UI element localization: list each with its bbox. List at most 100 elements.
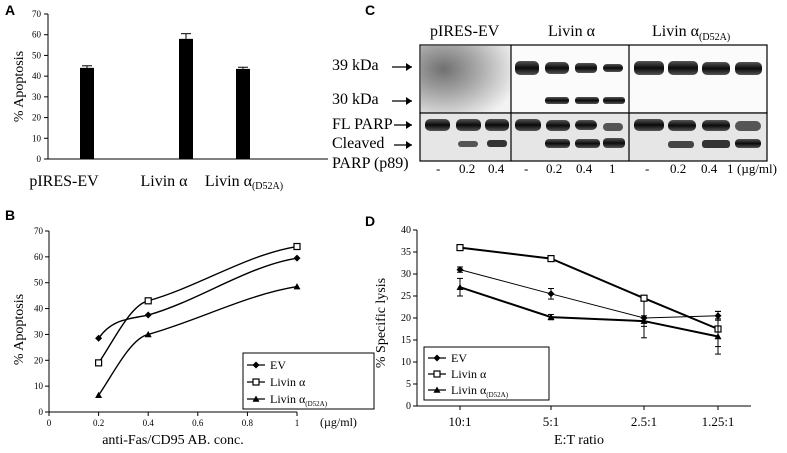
band-39 [702, 62, 730, 75]
y-tick-label: 25 [401, 291, 411, 302]
band-fl-parp [515, 119, 541, 131]
data-point [293, 242, 301, 251]
y-axis-label: % Specific lysis [374, 278, 389, 368]
panel-letter-c: C [365, 2, 376, 18]
y-tick-label: 20 [401, 313, 411, 324]
band-fl-parp [485, 119, 509, 131]
bar [179, 38, 193, 159]
y-tick-label: 5 [406, 379, 411, 390]
legend-marker [433, 370, 441, 378]
lane-label: 1 [609, 161, 616, 176]
series-line [98, 257, 298, 339]
legend-marker [433, 386, 441, 393]
marker-39-label: 39 kDa [332, 57, 379, 74]
series-line [98, 285, 298, 396]
y-tick-label: 0 [406, 401, 411, 412]
western-blot: pIRES-EV Livin α Livin α(D52A) 39 kDa 30… [0, 0, 787, 210]
data-point [547, 290, 555, 298]
lane-label: - [645, 161, 650, 176]
data-point [547, 254, 555, 263]
bar [80, 67, 94, 159]
band-39 [735, 62, 762, 75]
category-label: Livin α(D52A) [205, 173, 283, 192]
panel-letter-b: B [5, 207, 16, 223]
y-tick-label: 30 [32, 92, 42, 102]
x-unit-label: (µg/ml) [320, 415, 357, 429]
band-fl-parp [668, 120, 696, 131]
x-tick-label: 0 [47, 418, 52, 428]
series-line [98, 245, 298, 364]
cleaved-parp-label: PARP (p89) [332, 155, 409, 172]
band-39 [545, 62, 569, 74]
band-39 [575, 63, 597, 73]
legend-marker [252, 395, 260, 402]
band-p89 [668, 141, 694, 148]
band-fl-parp [702, 120, 730, 131]
data-point [456, 244, 464, 252]
data-point [293, 283, 301, 290]
band-30 [575, 97, 599, 104]
data-point [144, 330, 152, 338]
x-tick-label: 1 [295, 418, 300, 428]
arrow-fl-parp [406, 121, 412, 129]
band-fl-parp [456, 119, 481, 131]
panel-letter-a: A [5, 2, 16, 18]
x-tick-label: 5:1 [543, 414, 560, 429]
x-tick-label: 2.5:1 [631, 414, 657, 429]
lane-label: 0.4 [488, 161, 505, 176]
band-fl-parp [425, 119, 450, 131]
data-point [144, 311, 152, 319]
data-point [640, 317, 648, 324]
chart-a: 0 10 20 30 40 50 60 70 % Apoptosis pIRES-EV Livin … [12, 9, 328, 192]
blot-group-label: pIRES-EV [430, 23, 500, 40]
y-tick-label: 10 [32, 133, 42, 143]
y-tick-label: 40 [34, 304, 44, 314]
y-tick-label: 60 [34, 252, 44, 262]
band-39 [634, 61, 664, 75]
chart-d: 0 5 10 15 20 25 30 35 40 10:1 5:1 2.5:1 1.25:1 E:T ra… [374, 225, 751, 448]
legend-label: Livin α(D52A) [451, 383, 509, 399]
x-axis-label: anti-Fas/CD95 AB. conc. [102, 433, 244, 448]
band-p89 [545, 139, 570, 148]
legend-box [242, 352, 375, 410]
data-point [456, 283, 464, 290]
y-tick-label: 70 [32, 9, 42, 19]
band-39 [668, 61, 698, 75]
band-fl-parp [575, 120, 597, 130]
band-39 [515, 61, 539, 75]
x-axis-label: E:T ratio [554, 433, 604, 448]
fl-parp-label: FL PARP [332, 116, 393, 133]
blot-image [392, 44, 768, 162]
lane-label: 0.4 [701, 161, 718, 176]
legend-marker [252, 361, 260, 369]
lane-label: 0.2 [670, 161, 687, 176]
x-tick-label: 0.6 [192, 418, 204, 428]
chart-b: 0 10 20 30 40 50 60 70 0 0.2 0.4 0.6 0.8 1 (µg/ml) anti… [12, 226, 375, 448]
y-tick-label: 50 [32, 50, 42, 60]
x-tick-label: 0.8 [242, 418, 254, 428]
blot-unit-label: (µg/ml) [737, 161, 777, 176]
x-tick-label: 1.25:1 [702, 414, 735, 429]
band-fl-parp [634, 119, 664, 131]
data-point [95, 334, 103, 342]
data-point [293, 254, 301, 262]
y-tick-label: 50 [34, 278, 44, 288]
data-point [640, 294, 648, 302]
series-line [459, 286, 719, 338]
y-tick-label: 30 [34, 329, 44, 339]
blot-smear [421, 46, 511, 112]
category-label: Livin α [140, 173, 188, 190]
band-fl-parp [546, 120, 570, 131]
y-tick-label: 60 [32, 30, 42, 40]
y-tick-label: 40 [401, 225, 411, 236]
y-tick-label: 10 [401, 357, 411, 368]
legend-label: Livin α(D52A) [270, 392, 328, 408]
blot-group-label: Livin α(D52A) [652, 23, 731, 44]
blot-group-label: Livin α [548, 23, 596, 40]
y-tick-label: 15 [401, 335, 411, 346]
y-tick-label: 20 [34, 355, 44, 365]
y-tick-label: 20 [32, 113, 42, 123]
y-tick-label: 70 [34, 226, 44, 236]
category-label: pIRES-EV [29, 173, 99, 190]
lane-label: 0.2 [459, 161, 476, 176]
